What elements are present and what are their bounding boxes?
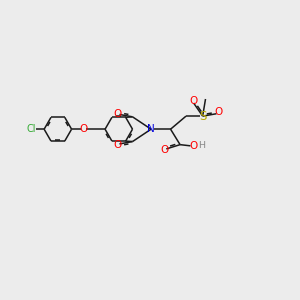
Text: O: O <box>189 141 197 151</box>
Text: H: H <box>198 141 205 150</box>
Text: O: O <box>190 96 198 106</box>
Text: O: O <box>160 145 169 155</box>
Text: Cl: Cl <box>26 124 36 134</box>
Text: O: O <box>80 124 88 134</box>
Text: S: S <box>199 110 206 123</box>
Text: N: N <box>147 124 155 134</box>
Text: O: O <box>114 140 122 150</box>
Text: O: O <box>214 107 223 117</box>
Text: O: O <box>114 109 122 118</box>
